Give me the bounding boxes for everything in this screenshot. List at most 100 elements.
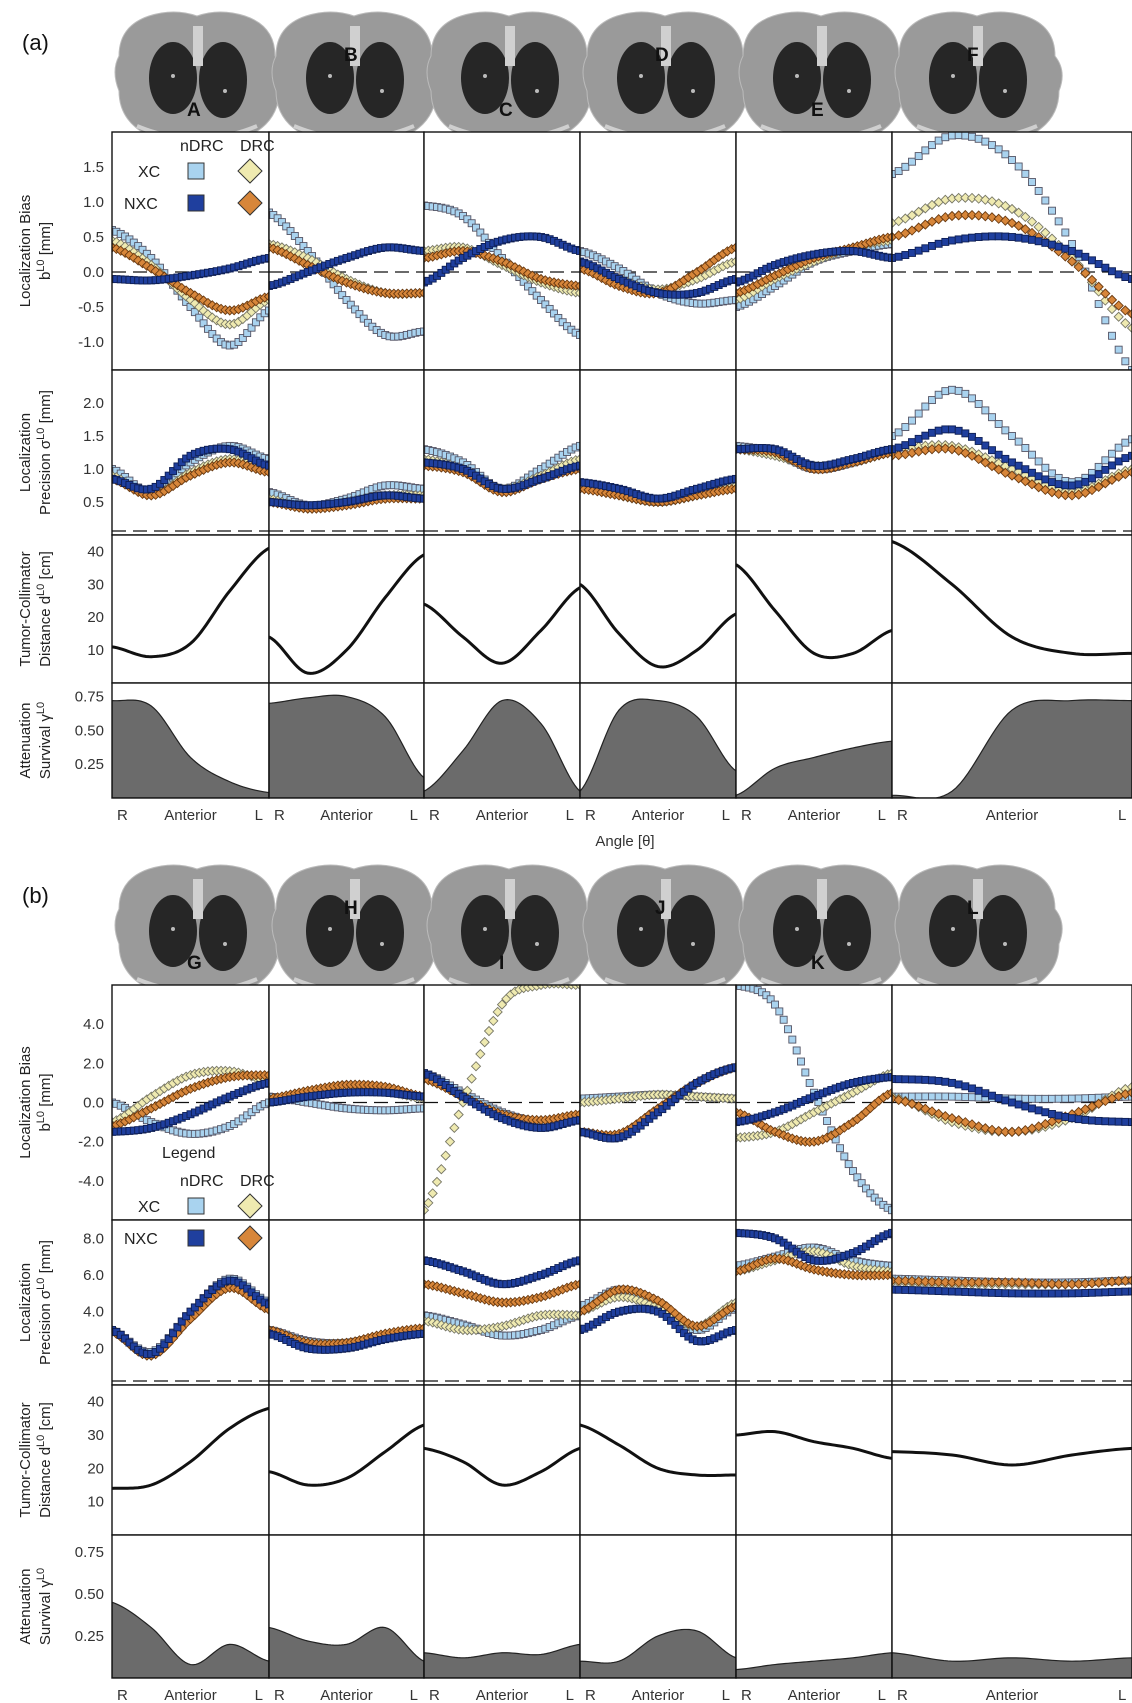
marker-diamond [966, 450, 978, 461]
marker-square [948, 1287, 956, 1296]
legend-swatch-xc-drc [237, 1193, 263, 1219]
marker-square [1054, 1094, 1063, 1103]
marker-square [888, 445, 892, 454]
marker-square [1068, 240, 1076, 248]
ytick-label: 10 [87, 642, 104, 659]
marker-diamond [1020, 1277, 1031, 1288]
marker-diamond [1086, 274, 1098, 286]
plot-bg [892, 132, 1132, 370]
marker-square [182, 1312, 191, 1321]
marker-diamond [1126, 322, 1132, 334]
marker-square [901, 251, 910, 259]
marker-square [1021, 234, 1030, 243]
legend-col-drc: DRC [240, 1173, 275, 1190]
marker-square [1088, 1094, 1096, 1102]
marker-diamond [940, 1277, 951, 1288]
marker-square [1034, 1106, 1043, 1115]
marker-square [901, 441, 910, 450]
marker-square [1008, 1098, 1016, 1107]
xtick-l: L [878, 1687, 886, 1703]
subplot-k [736, 1220, 892, 1385]
marker-diamond [953, 1114, 964, 1126]
marker-square [961, 1082, 970, 1091]
marker-diamond [1113, 311, 1124, 322]
distance-line [424, 586, 580, 665]
marker-square [1061, 481, 1070, 490]
marker-square [277, 218, 286, 227]
marker-square [788, 1035, 797, 1044]
marker-square [251, 318, 260, 327]
spine [193, 26, 203, 66]
subplot-k [736, 1535, 892, 1678]
marker-square [1048, 1094, 1056, 1103]
marker-square [1034, 457, 1043, 466]
marker-square [948, 236, 956, 245]
marker-square [928, 141, 936, 150]
subplot-c [424, 370, 580, 535]
marker-square [994, 450, 1003, 459]
series-nxc-drc [736, 231, 892, 299]
marker-diamond [574, 1279, 580, 1290]
marker-square [961, 1093, 970, 1101]
marker-diamond [993, 198, 1004, 209]
marker-square [888, 1261, 892, 1270]
subplot-a [112, 535, 269, 683]
marker-square [1114, 1117, 1123, 1126]
point-label-d: D [655, 45, 669, 66]
marker-square [576, 461, 580, 470]
marker-diamond [993, 464, 1004, 475]
marker-diamond [966, 209, 978, 221]
attenuation-area [580, 698, 736, 798]
subplot-b [269, 132, 424, 370]
marker-square [954, 1092, 963, 1101]
ct-slice-d: D [582, 11, 751, 147]
xtick-r: R [429, 807, 440, 824]
attenuation-area [112, 1601, 269, 1678]
marker-diamond [574, 280, 580, 292]
series-nxc-ndrc [424, 1256, 580, 1289]
series-nxc-ndrc [892, 232, 1132, 283]
marker-square [948, 1092, 956, 1101]
marker-square [968, 394, 976, 403]
marker-square [994, 1094, 1003, 1103]
attenuation-area [424, 699, 580, 798]
left-lung [979, 895, 1027, 971]
plot-bg [269, 1385, 424, 1535]
marker-square [934, 136, 943, 145]
marker-diamond [960, 209, 971, 221]
marker-square [1068, 247, 1076, 255]
ytick-label: 30 [87, 1427, 104, 1444]
marker-square [420, 494, 424, 503]
point-label-k: K [811, 953, 825, 974]
ct-slice-j: J [582, 864, 751, 1000]
marker [380, 942, 384, 946]
marker-square [1068, 481, 1076, 490]
series-nxc-ndrc [736, 1073, 892, 1127]
marker-square [941, 1092, 950, 1101]
marker-square [1034, 186, 1043, 195]
marker-diamond [993, 1125, 1004, 1137]
ct-slice-l: L [894, 864, 1063, 1000]
subplot-e [736, 683, 892, 798]
marker-square [1108, 449, 1116, 458]
marker-square [994, 232, 1003, 241]
ct-slice-g: G [114, 864, 283, 1000]
marker-square [1048, 240, 1056, 249]
marker-square [346, 300, 355, 309]
ylabel: Survival γL0 [35, 1568, 54, 1645]
distance-line [892, 1446, 1132, 1467]
marker-diamond [900, 1275, 911, 1286]
plot-bg [736, 1385, 892, 1535]
xtick-l: L [722, 1687, 730, 1703]
marker-square [974, 233, 983, 241]
xtick-l: L [722, 807, 730, 824]
marker-diamond [1000, 1277, 1011, 1288]
ylabel: bL0 [mm] [35, 1073, 54, 1131]
marker-square [1061, 1094, 1070, 1103]
marker-square [866, 1189, 875, 1198]
ytick-label: -2.0 [78, 1134, 104, 1151]
left-lung [823, 42, 871, 118]
distance-line [269, 553, 424, 675]
marker-diamond [886, 231, 892, 243]
marker-diamond [973, 453, 984, 465]
